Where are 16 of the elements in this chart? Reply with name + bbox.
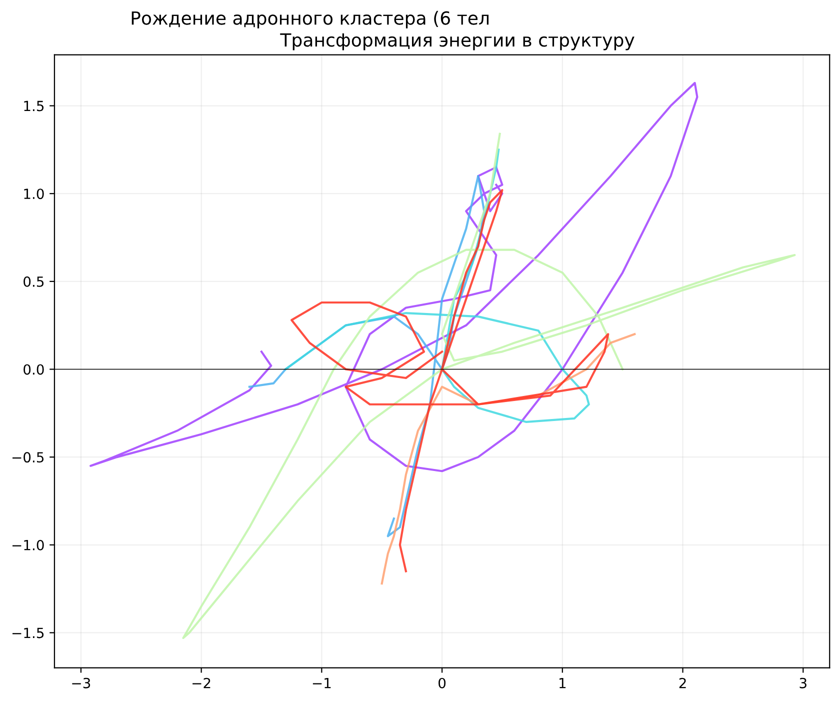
x-tick-label: −1 (312, 678, 331, 688)
y-tick-label: 0.5 (24, 276, 44, 287)
y-tick-label: 1.5 (24, 100, 44, 112)
x-tick-label: 1 (560, 678, 566, 688)
y-tick-label: 1.0 (24, 188, 44, 200)
chart-title: Рождение адронного кластера (6 тел (132, 10, 489, 28)
x-tick-label: −3 (72, 678, 90, 688)
y-tick-label: −0.5 (12, 452, 44, 463)
y-tick-label: −1.5 (12, 628, 44, 638)
x-tick-label: 2 (679, 678, 686, 688)
y-tick-label: −1.0 (12, 540, 44, 550)
x-tick-label: 3 (800, 678, 806, 688)
y-tick-label: 0.0 (24, 364, 44, 375)
x-tick-label: 0 (438, 678, 446, 688)
chart-subtitle: Трансформация энергии в структуру (280, 33, 634, 50)
x-tick-label: −2 (192, 678, 210, 688)
